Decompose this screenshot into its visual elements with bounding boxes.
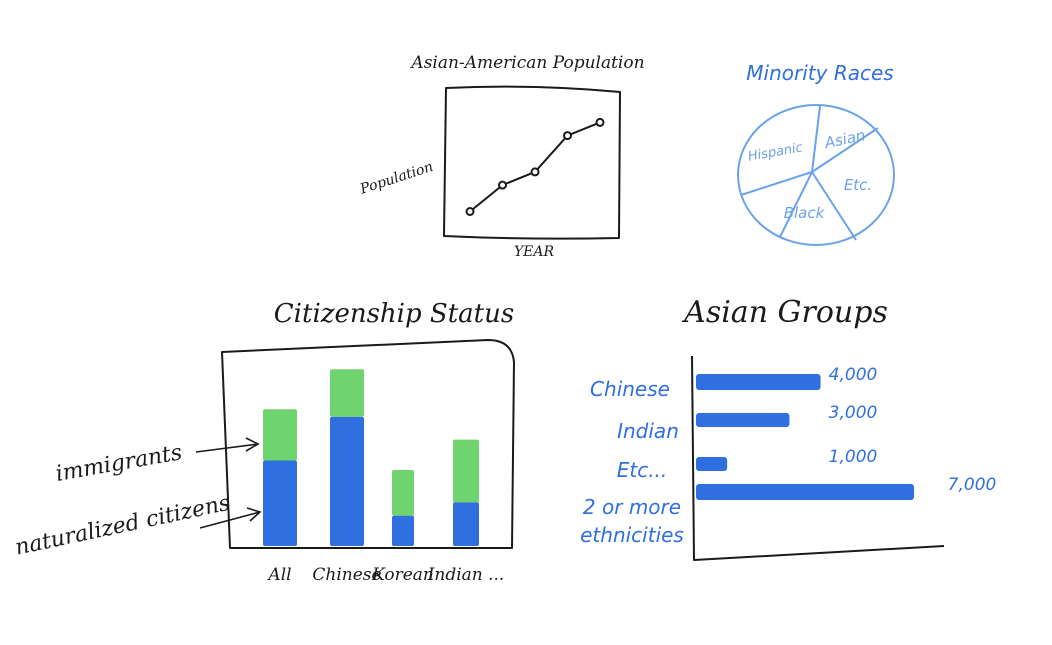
arrow-immigrants-head [245, 437, 260, 452]
pie-label-asian: Asian [822, 126, 867, 152]
hbar-3 [696, 457, 728, 471]
line-point-5 [595, 117, 605, 127]
line-point-4 [563, 131, 572, 141]
hbar-value-label-1: 4,000 [829, 365, 878, 385]
hbar-value-label-4: 7,000 [948, 475, 997, 495]
stacked-chart-frame [221, 339, 515, 549]
pie-divider-black [779, 171, 813, 238]
pie-label-etc: Etc. [844, 176, 872, 194]
arrow-naturalized [199, 511, 261, 529]
horizontal-bar-chart: Asian Groups 4,000 3,000 1,000 7,000 Chinese… [580, 295, 996, 561]
pie-chart-title: Minority Races [746, 61, 893, 85]
line-point-2 [498, 180, 507, 190]
hbar-value-label-2: 3,000 [829, 403, 878, 423]
line-point-3 [530, 167, 540, 177]
line-chart-frame [443, 85, 621, 240]
bar-indian-immigrants [453, 439, 479, 503]
pie-label-hispanic: Hispanic [747, 140, 804, 164]
line-chart-ylabel: Population [357, 159, 435, 198]
hbar-category-2: Indian [617, 419, 679, 443]
hbar-chart-title: Asian Groups [681, 295, 888, 330]
bar-all-naturalized [263, 460, 297, 546]
hbar-category-1: Chinese [590, 377, 670, 401]
bar-chinese-naturalized [330, 416, 364, 546]
line-series-path [469, 121, 601, 213]
pie-chart: Minority Races Hispanic Asian Etc. Black [737, 61, 895, 246]
stacked-bar-chart: Citizenship Status All ChineseKoreanIndia… [13, 299, 515, 585]
hbar-4 [696, 484, 914, 500]
bar-chinese-immigrants [330, 369, 364, 417]
pie-divider-asian [811, 127, 879, 173]
line-series [465, 117, 605, 216]
arrow-immigrants [195, 443, 259, 453]
x-tick-all: All [266, 565, 291, 585]
stacked-bars [263, 369, 479, 546]
hbar-value-label-3: 1,000 [829, 447, 878, 467]
stacked-chart-title: Citizenship Status [274, 299, 514, 329]
x-tick-korean: Korean [371, 565, 434, 585]
bar-korean-naturalized [392, 515, 414, 546]
annotation-naturalized: naturalized citizens [13, 491, 232, 561]
line-chart-xlabel: YEAR [514, 244, 555, 260]
x-tick-indian: Indian ... [427, 565, 505, 585]
stacked-x-ticks: All ChineseKoreanIndian ... [266, 565, 504, 585]
arrow-naturalized-head [246, 507, 262, 522]
annotation-immigrants: immigrants [54, 440, 184, 487]
hbar-category-4: 2 or more ethnicities [580, 495, 684, 547]
bar-korean-immigrants [392, 470, 414, 516]
pie-outline [737, 104, 895, 246]
pie-label-black: Black [784, 204, 826, 222]
line-chart-title: Asian-American Population [409, 53, 644, 73]
hbar-axes [691, 355, 945, 561]
pie-divider-etc [811, 171, 857, 241]
hbar-1 [696, 374, 821, 390]
line-point-1 [465, 207, 475, 216]
hbar-series: 4,000 3,000 1,000 7,000 Chinese Indian Etc... 2… [580, 365, 996, 547]
bar-indian-naturalized [453, 502, 479, 546]
hbar-2 [696, 413, 790, 427]
bar-all-immigrants [263, 409, 297, 461]
x-tick-chinese: Chinese [312, 565, 381, 585]
line-chart: Asian-American Population Population YEA… [357, 53, 644, 260]
hbar-category-3: Etc... [617, 458, 668, 482]
